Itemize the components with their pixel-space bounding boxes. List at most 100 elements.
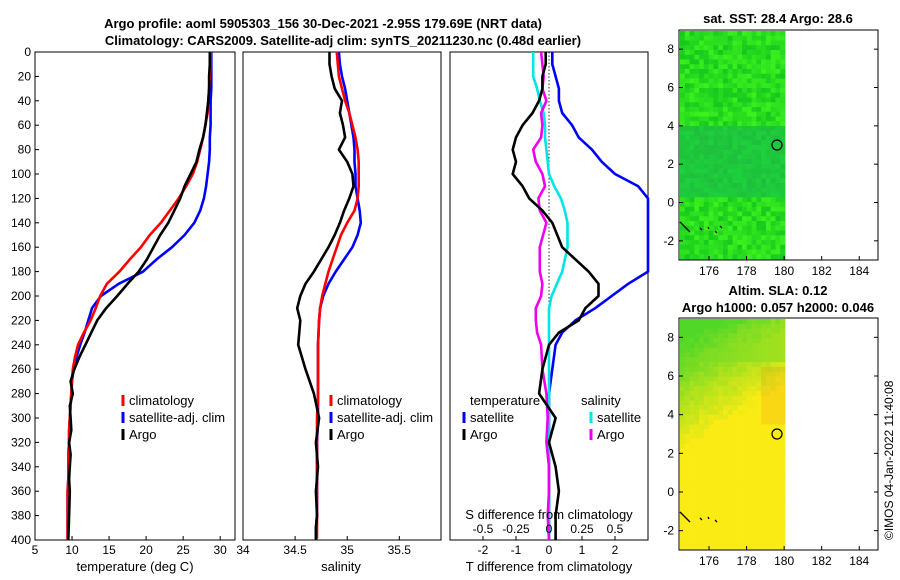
sla-cell	[737, 486, 743, 492]
sst-cell	[737, 149, 743, 155]
sla-cell	[770, 438, 776, 444]
sla-cell	[746, 386, 752, 392]
sla-cell	[742, 347, 748, 353]
sla-cell	[780, 419, 786, 425]
y-tick-label: 4	[667, 119, 674, 133]
sst-cell	[780, 192, 786, 198]
sst-cell	[765, 192, 772, 198]
sla-cell	[751, 410, 757, 416]
sst-cell	[761, 187, 767, 193]
sst-cell	[765, 240, 772, 246]
sst-cell	[718, 221, 724, 227]
sla-cell	[742, 352, 748, 358]
sla-cell	[761, 362, 767, 368]
figure-title-line1: Argo profile: aoml 5905303_156 30-Dec-20…	[104, 16, 542, 31]
sst-cell	[732, 197, 738, 203]
sst-cell	[751, 102, 757, 108]
sst-cell	[746, 173, 752, 179]
sst-cell	[770, 45, 776, 51]
sst-cell	[680, 244, 686, 250]
sla-cell	[727, 347, 733, 353]
sla-cell	[737, 328, 743, 334]
sla-cell	[713, 342, 719, 349]
sla-cell	[765, 328, 772, 334]
sla-cell	[770, 390, 776, 397]
sst-cell	[703, 254, 710, 260]
sla-cell	[699, 357, 705, 363]
sla-cell	[722, 491, 729, 497]
sst-cell	[689, 126, 695, 132]
sst-cell	[746, 159, 752, 165]
sla-cell	[718, 347, 724, 353]
sst-cell	[694, 197, 700, 203]
sst-cell	[689, 83, 695, 89]
sla-cell	[775, 544, 781, 550]
sla-cell	[722, 486, 729, 492]
sst-cell	[703, 244, 710, 250]
sla-cell	[699, 333, 705, 339]
sst-cell	[708, 59, 714, 65]
sst-cell	[746, 40, 752, 46]
sst-cell	[746, 92, 752, 98]
sst-cell	[742, 35, 748, 41]
sla-cell	[703, 453, 710, 459]
legend-argo-label: Argo	[337, 427, 364, 442]
sst-cell	[761, 225, 767, 231]
sla-cell	[727, 496, 733, 502]
sla-cell	[751, 491, 757, 497]
sla-cell	[732, 472, 738, 478]
sst-cell	[694, 83, 700, 89]
sla-cell	[684, 515, 690, 521]
sla-cell	[722, 434, 729, 440]
sst-cell	[761, 73, 767, 79]
sst-cell	[722, 197, 729, 203]
sla-cell	[713, 319, 719, 325]
sst-cell	[680, 178, 686, 184]
sla-cell	[775, 371, 781, 377]
sla-cell	[737, 505, 743, 512]
sst-cell	[742, 249, 748, 255]
sla-cell	[765, 395, 772, 401]
sla-cell	[780, 457, 786, 464]
sst-cell	[684, 240, 690, 246]
sla-cell	[761, 462, 767, 468]
sst-cell	[718, 69, 724, 75]
sla-cell	[713, 410, 719, 416]
sst-cell	[732, 145, 738, 151]
sst-cell	[737, 154, 743, 160]
sla-cell	[751, 328, 757, 334]
sst-cell	[684, 249, 690, 255]
sla-cell	[751, 481, 757, 488]
sst-cell	[699, 97, 705, 103]
sst-cell	[718, 35, 724, 41]
x-tick-label: 176	[699, 554, 719, 568]
sst-cell	[770, 54, 776, 60]
sst-cell	[680, 102, 686, 108]
sla-cell	[708, 501, 714, 507]
sst-cell	[732, 121, 738, 127]
sla-cell	[703, 319, 710, 325]
sla-cell	[756, 352, 762, 358]
sst-cell	[775, 202, 781, 208]
sla-cell	[732, 390, 738, 397]
sst-cell	[780, 230, 786, 236]
sst-cell	[713, 154, 719, 160]
sst-cell	[751, 121, 757, 127]
sla-cell	[737, 472, 743, 478]
sla-cell	[761, 381, 767, 387]
sla-cell	[680, 352, 686, 358]
x-tick-label: 184	[849, 554, 869, 568]
sla-cell	[722, 419, 729, 425]
sla-cell	[699, 347, 705, 353]
sst-cell	[746, 216, 752, 222]
sst-cell	[694, 173, 700, 179]
sla-cell	[680, 534, 686, 540]
sst-cell	[770, 135, 776, 141]
sst-cell	[765, 88, 772, 94]
sla-cell	[689, 525, 695, 531]
sst-cell	[756, 249, 762, 255]
sst-cell	[765, 178, 772, 184]
sst-cell	[746, 73, 752, 79]
sst-cell	[680, 235, 686, 241]
sla-cell	[684, 390, 690, 397]
